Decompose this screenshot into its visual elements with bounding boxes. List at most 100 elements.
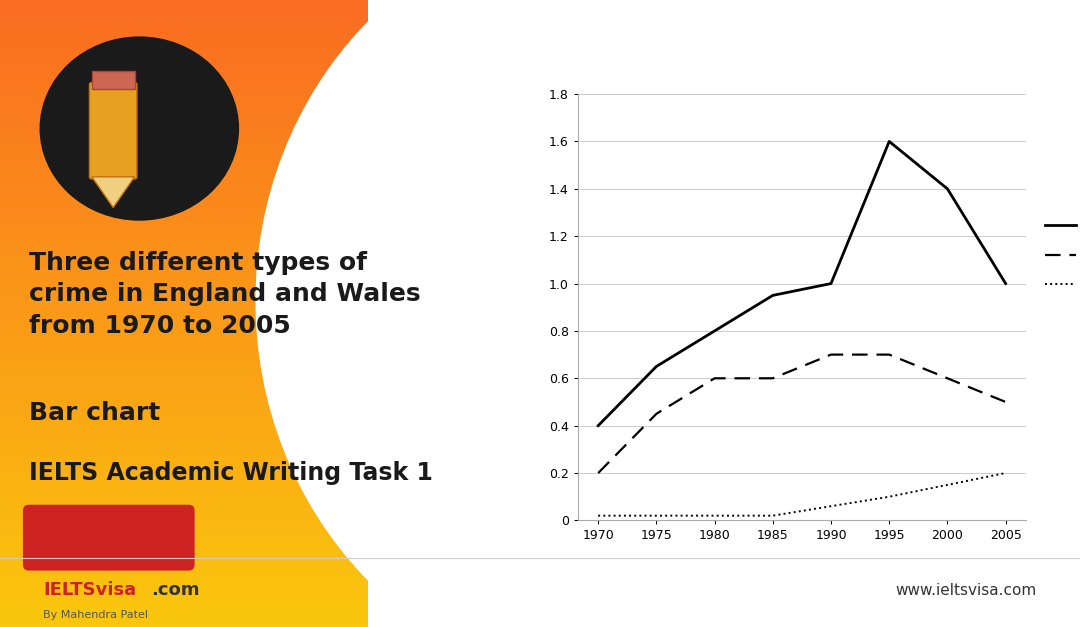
Bar — [0, 288, 594, 292]
Bar — [0, 429, 594, 433]
Bar — [0, 621, 594, 624]
house burglary — [941, 374, 954, 382]
Bar — [0, 216, 594, 219]
Bar — [0, 458, 594, 461]
Bar — [0, 451, 594, 455]
Bar — [0, 354, 594, 357]
Bar — [0, 282, 594, 285]
Bar — [0, 154, 594, 157]
Bar — [0, 348, 594, 351]
Bar — [0, 320, 594, 323]
Bar — [0, 335, 594, 339]
Car theft — [941, 185, 954, 192]
Bar — [0, 285, 594, 288]
Text: .com: .com — [151, 581, 200, 599]
Bar — [0, 103, 594, 107]
Line: Car theft: Car theft — [598, 142, 1005, 426]
Bar — [0, 495, 594, 498]
Bar — [0, 408, 594, 411]
Bar — [0, 0, 594, 3]
Bar — [0, 182, 594, 185]
Bar — [0, 433, 594, 436]
Bar — [0, 85, 594, 88]
Bar — [0, 605, 594, 608]
Bar — [0, 351, 594, 354]
Bar — [0, 47, 594, 50]
Bar — [0, 166, 594, 169]
Bar — [0, 618, 594, 621]
house burglary — [824, 351, 837, 359]
Car theft — [650, 362, 663, 370]
Bar — [0, 270, 594, 273]
Bar — [0, 279, 594, 282]
Bar — [0, 204, 594, 207]
Street robbery — [882, 493, 895, 500]
Bar — [0, 304, 594, 307]
Bar — [0, 238, 594, 241]
Bar — [0, 78, 594, 82]
Street robbery — [650, 512, 663, 519]
Bar — [0, 608, 594, 611]
Bar — [0, 160, 594, 163]
Bar — [0, 132, 594, 135]
Bar — [0, 263, 594, 266]
Text: Three different types of
crime in England and Wales
from 1970 to 2005: Three different types of crime in Englan… — [29, 251, 420, 338]
Bar — [0, 251, 594, 254]
Bar — [0, 473, 594, 477]
Bar — [0, 379, 594, 382]
Bar — [0, 56, 594, 60]
Bar — [0, 129, 594, 132]
Bar — [0, 571, 594, 574]
Bar — [0, 339, 594, 342]
Bar — [0, 150, 594, 154]
Bar — [0, 245, 594, 248]
Bar — [0, 561, 594, 564]
Bar — [0, 16, 594, 19]
Bar — [0, 382, 594, 386]
Street robbery — [767, 512, 780, 519]
Bar — [0, 163, 594, 166]
Car theft — [824, 280, 837, 287]
Bar — [0, 577, 594, 580]
Bar — [0, 527, 594, 530]
Bar — [0, 329, 594, 332]
Bar — [0, 91, 594, 94]
Bar — [0, 524, 594, 527]
house burglary — [708, 374, 721, 382]
Bar — [0, 248, 594, 251]
Bar — [0, 530, 594, 533]
Bar — [0, 357, 594, 361]
FancyBboxPatch shape — [90, 83, 137, 179]
Bar — [0, 172, 594, 176]
Bar — [0, 3, 594, 6]
Bar — [0, 292, 594, 295]
Bar — [0, 19, 594, 22]
Bar — [0, 135, 594, 138]
Bar — [0, 502, 594, 505]
Bar — [0, 517, 594, 520]
Bar — [0, 210, 594, 213]
Polygon shape — [92, 177, 135, 208]
Bar — [0, 470, 594, 473]
Bar — [0, 241, 594, 245]
Bar — [0, 364, 594, 367]
Text: Let’s Write: Let’s Write — [53, 529, 164, 547]
Bar — [0, 260, 594, 263]
Bar — [0, 508, 594, 511]
Bar — [0, 176, 594, 179]
Bar — [0, 436, 594, 439]
Bar — [0, 536, 594, 539]
Bar — [0, 567, 594, 571]
Bar — [0, 583, 594, 586]
Bar — [0, 213, 594, 216]
Bar — [0, 549, 594, 552]
Car theft — [592, 422, 605, 429]
Car theft — [708, 327, 721, 335]
Bar — [0, 310, 594, 314]
Bar — [0, 301, 594, 304]
Bar — [0, 276, 594, 279]
Bar — [0, 323, 594, 326]
Bar — [0, 552, 594, 555]
Bar — [0, 157, 594, 160]
Bar — [0, 467, 594, 470]
